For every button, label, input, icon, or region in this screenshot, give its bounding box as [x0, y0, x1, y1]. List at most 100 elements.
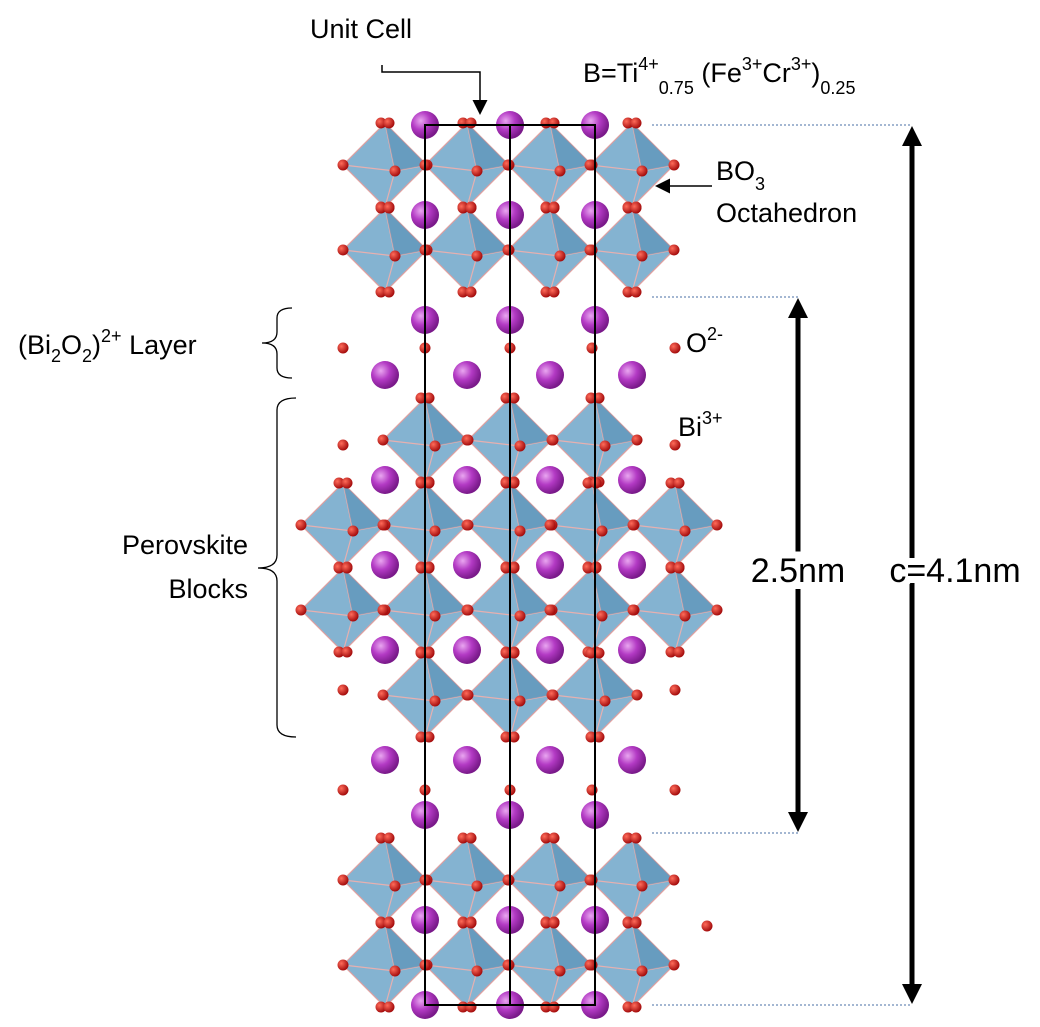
oxygen-atom: [631, 203, 642, 214]
oxygen-atom: [674, 478, 685, 489]
block-height-label: 2.5nm: [751, 552, 846, 590]
oxygen-atom: [430, 441, 441, 452]
oxygen-atom: [585, 875, 596, 886]
oxygen-atom: [549, 833, 560, 844]
superscript: 3+: [791, 54, 812, 74]
oxygen-atom: [503, 875, 514, 886]
oxygen-atom: [670, 785, 681, 796]
unit-cell-pointer: [382, 65, 480, 112]
oxygen-atom: [632, 690, 643, 701]
bismuth-atom: [536, 746, 564, 774]
c-axis-label: c=4.1nm: [889, 552, 1020, 590]
subscript: 3: [755, 174, 765, 194]
bismuth-atom: [536, 361, 564, 389]
oxygen-atom: [430, 526, 441, 537]
superscript: 4+: [638, 54, 659, 74]
oxygen-atom: [515, 611, 526, 622]
oxygen-atom: [712, 605, 723, 616]
bismuth-atom: [371, 466, 399, 494]
bismuth-atom: [536, 636, 564, 664]
text-part: Cr: [762, 58, 791, 88]
unit-cell-label: Unit Cell: [310, 14, 412, 44]
oxygen-atom: [555, 251, 566, 262]
bismuth-atom: [536, 466, 564, 494]
oxygen-atom: [555, 966, 566, 977]
diagram: Unit Cell B=Ti4+0.75 (Fe3+Cr3+)0.25 BO3 …: [0, 0, 1040, 1027]
text-part: (Fe: [694, 58, 742, 88]
oxygen-atom: [384, 1002, 395, 1013]
oxygen-atom: [348, 611, 359, 622]
oxygen-atom: [472, 881, 483, 892]
oxygen-atom: [338, 245, 349, 256]
text-part: Layer: [122, 330, 197, 360]
bismuth-atom: [371, 746, 399, 774]
oxygen-atom: [472, 166, 483, 177]
oxygen-atom: [600, 696, 611, 707]
oxygen-atom: [702, 921, 713, 932]
oxygen-atom: [628, 605, 639, 616]
oxygen-atom: [463, 605, 474, 616]
bismuth-atom: [536, 551, 564, 579]
oxygen-atom: [680, 611, 691, 622]
oxygen-atom: [503, 960, 514, 971]
bismuth-atom: [371, 361, 399, 389]
bismuth-atom: [618, 551, 646, 579]
oxygen-atom: [670, 685, 681, 696]
perovskite-label: Perovskite: [122, 530, 248, 560]
oxygen-atom: [549, 918, 560, 929]
oxygen-atom: [378, 690, 389, 701]
oxygen-atom: [585, 960, 596, 971]
oxygen-atom: [384, 918, 395, 929]
oxygen-atom: [503, 245, 514, 256]
perovskite-label: Blocks: [168, 574, 248, 604]
oxygen-atom: [390, 881, 401, 892]
oxygen-atom: [631, 833, 642, 844]
oxygen-atom: [430, 611, 441, 622]
oxygen-atom: [378, 435, 389, 446]
oxygen-atom: [680, 526, 691, 537]
bismuth-atom: [453, 361, 481, 389]
oxygen-atom: [549, 118, 560, 129]
text-part: (Bi: [18, 330, 51, 360]
octahedron-label: BO3: [716, 156, 765, 194]
oxygen-atom: [338, 875, 349, 886]
superscript: 3+: [742, 54, 763, 74]
oxygen-atom: [472, 251, 483, 262]
oxygen-atom: [555, 166, 566, 177]
bismuth-atom: [453, 466, 481, 494]
oxygen-atom: [466, 118, 477, 129]
oxygen-label: O2-: [686, 324, 723, 358]
oxygen-atom: [631, 1002, 642, 1013]
oxygen-atom: [515, 696, 526, 707]
text-part: O: [61, 330, 82, 360]
oxygen-atom: [637, 251, 648, 262]
oxygen-atom: [466, 203, 477, 214]
perovskite-brace: [258, 398, 296, 737]
oxygen-atom: [669, 245, 680, 256]
text-part: B=Ti: [583, 58, 638, 88]
bismuth-atom: [618, 636, 646, 664]
subscript: 0.75: [659, 78, 694, 98]
subscript: 2: [51, 346, 61, 366]
oxygen-atom: [342, 478, 353, 489]
oxygen-atom: [338, 685, 349, 696]
subscript: 0.25: [820, 78, 855, 98]
oxygen-atom: [674, 647, 685, 658]
oxygen-atom: [466, 1002, 477, 1013]
oxygen-atom: [338, 343, 349, 354]
oxygen-atom: [548, 690, 559, 701]
oxygen-atom: [555, 881, 566, 892]
oxygen-atom: [515, 441, 526, 452]
formula-label: B=Ti4+0.75 (Fe3+Cr3+)0.25: [583, 54, 855, 98]
text-part: Bi: [678, 412, 702, 442]
superscript: 3+: [702, 408, 723, 428]
oxygen-atom: [669, 160, 680, 171]
oxygen-atom: [549, 203, 560, 214]
oxygen-atom: [466, 287, 477, 298]
oxygen-atom: [384, 833, 395, 844]
oxygen-atom: [463, 690, 474, 701]
oxygen-atom: [545, 520, 556, 531]
bismuth-label: Bi3+: [678, 408, 723, 442]
text-part: O: [686, 328, 707, 358]
oxygen-atom: [637, 166, 648, 177]
